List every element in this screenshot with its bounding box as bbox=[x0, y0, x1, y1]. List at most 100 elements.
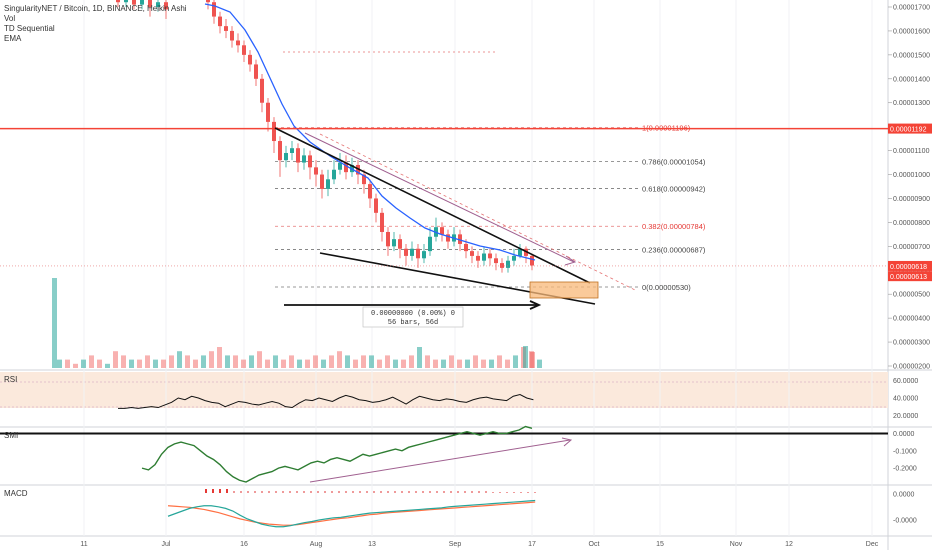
volume-bar bbox=[169, 355, 174, 368]
macd-histogram-bar bbox=[457, 491, 459, 493]
macd-histogram-bar bbox=[366, 491, 368, 493]
volume-bar bbox=[505, 359, 510, 368]
volume-bar bbox=[537, 359, 542, 368]
rsi-band bbox=[0, 372, 888, 408]
rsi-polyline bbox=[118, 394, 534, 409]
volume-bar bbox=[89, 355, 94, 368]
macd-histogram-bar bbox=[338, 491, 340, 493]
time-tick-label: Aug bbox=[310, 541, 323, 548]
time-tick-label: 17 bbox=[528, 541, 536, 548]
volume-bar bbox=[497, 355, 502, 368]
smi-pane-label[interactable]: SMI bbox=[4, 431, 19, 440]
volume-bar bbox=[369, 355, 374, 368]
volume-bar bbox=[129, 359, 134, 368]
time-tick-label: 16 bbox=[240, 541, 248, 548]
volume-bar bbox=[530, 352, 535, 368]
price-tick-label: 0.00001500 bbox=[893, 52, 930, 59]
volume-bar bbox=[185, 355, 190, 368]
volume-bar bbox=[153, 359, 158, 368]
candle-body bbox=[148, 0, 152, 7]
candle-body bbox=[512, 255, 516, 261]
macd-polyline bbox=[167, 499, 536, 528]
candle-body bbox=[236, 40, 240, 46]
trend-drawings[interactable] bbox=[0, 51, 888, 310]
volume-bar bbox=[433, 359, 438, 368]
candle-body bbox=[344, 162, 348, 173]
ema-line bbox=[204, 3, 536, 261]
macd-histogram-bar bbox=[506, 492, 508, 493]
candle-body bbox=[266, 102, 270, 122]
price-tick-label: 0.00001400 bbox=[893, 76, 930, 83]
candle-body bbox=[404, 248, 408, 256]
macd-histogram-bar bbox=[275, 491, 277, 493]
indicator-ema[interactable]: EMA bbox=[4, 34, 22, 43]
volume-bar bbox=[289, 355, 294, 368]
volume-bar bbox=[513, 355, 518, 368]
price-tags: 0.00001192 0.00000618 0.00000613 bbox=[0, 123, 932, 282]
volume-bar bbox=[73, 363, 78, 368]
price-tick-label: 0.00001300 bbox=[893, 100, 930, 107]
rsi-tick-label: 20.0000 bbox=[893, 413, 918, 420]
macd-histogram-bar bbox=[450, 491, 452, 493]
smi-trend-arrow bbox=[309, 439, 571, 483]
candle-body bbox=[302, 155, 306, 163]
rsi-tick-label: 60.0000 bbox=[893, 378, 918, 385]
macd-lines: 0.0000 -0.0000 bbox=[167, 489, 917, 528]
macd-histogram-bar bbox=[247, 491, 249, 493]
candle-body bbox=[398, 239, 402, 249]
candle-body bbox=[518, 248, 522, 256]
channel-dashed-line bbox=[319, 133, 636, 291]
smi-tick-label: -0.2000 bbox=[893, 466, 917, 473]
measure-line-1: 0.00000000 (0.00%) 0 bbox=[371, 310, 455, 318]
volume-bar bbox=[337, 351, 342, 368]
fib-level-label: 0.236(0.00000687) bbox=[642, 245, 706, 254]
rsi-line: 60.0000 40.0000 20.0000 bbox=[118, 378, 918, 420]
macd-histogram-bar bbox=[527, 492, 529, 493]
price-tick-label: 0.00000200 bbox=[893, 364, 930, 371]
volume-bar bbox=[113, 351, 118, 368]
indicator-td-sequential[interactable]: TD Sequential bbox=[4, 24, 55, 33]
macd-histogram-bar bbox=[254, 491, 256, 493]
macd-histogram-bar bbox=[534, 492, 536, 493]
macd-histogram-bar bbox=[394, 491, 396, 493]
fib-level-label: 0.618(0.00000942) bbox=[642, 184, 706, 193]
macd-histogram-bar bbox=[415, 491, 417, 493]
time-axis[interactable]: 11 Jul 16 Aug 13 Sep 17 Oct 15 Nov 12 Dec bbox=[80, 541, 878, 548]
symbol-title[interactable]: SingularityNET / Bitcoin, 1D, BINANCE, H… bbox=[4, 4, 187, 13]
candle-body bbox=[278, 141, 282, 161]
macd-histogram-bar bbox=[345, 491, 347, 493]
candle-body bbox=[248, 54, 252, 65]
volume-bar bbox=[313, 355, 318, 368]
macd-histogram-bar bbox=[324, 491, 326, 493]
price-tick-label: 0.00001100 bbox=[893, 148, 930, 155]
candle-body bbox=[428, 236, 432, 252]
volume-bar bbox=[393, 359, 398, 368]
macd-pane-label[interactable]: MACD bbox=[4, 489, 28, 498]
price-tick-label: 0.00001000 bbox=[893, 172, 930, 179]
price-tag-box bbox=[888, 271, 932, 282]
smi-tick-label: 0.0000 bbox=[893, 431, 915, 438]
smi-line: 0.0000 -0.1000 -0.2000 bbox=[0, 425, 917, 483]
candle-body bbox=[530, 255, 534, 266]
candle-body bbox=[156, 2, 160, 8]
macd-histogram-bar bbox=[401, 491, 403, 493]
chart-legend: SingularityNET / Bitcoin, 1D, BINANCE, H… bbox=[4, 4, 187, 44]
candle-body bbox=[392, 239, 396, 247]
volume-bar bbox=[201, 355, 206, 368]
rsi-tick-label: 40.0000 bbox=[893, 396, 918, 403]
time-tick-label: Oct bbox=[589, 541, 600, 548]
candle-body bbox=[296, 148, 300, 163]
indicator-vol[interactable]: Vol bbox=[4, 14, 16, 23]
volume-bar bbox=[193, 359, 198, 368]
macd-histogram-bar bbox=[268, 491, 270, 493]
candle-body bbox=[410, 248, 414, 256]
price-tick-label: 0.00000500 bbox=[893, 292, 930, 299]
macd-histogram-bar bbox=[289, 491, 291, 493]
rsi-pane-label[interactable]: RSI bbox=[4, 375, 18, 384]
candle-body bbox=[458, 234, 462, 244]
volume-bar bbox=[97, 359, 102, 368]
time-tick-label: Sep bbox=[449, 541, 462, 548]
volume-bar bbox=[257, 351, 262, 368]
time-tick-label: Nov bbox=[730, 541, 743, 548]
